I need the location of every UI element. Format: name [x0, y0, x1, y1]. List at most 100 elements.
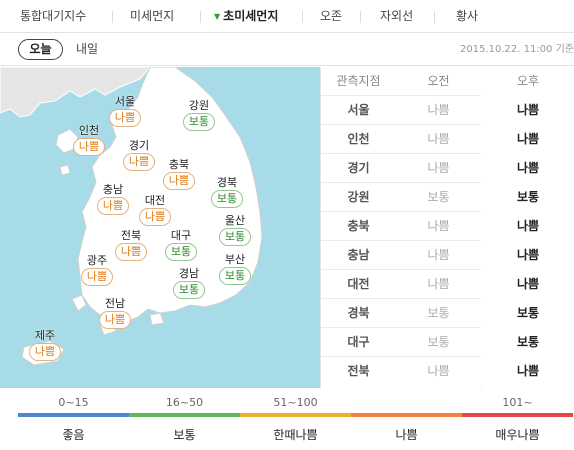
- status-badge: 보통: [172, 281, 206, 299]
- status-badge: 나쁨: [72, 138, 106, 156]
- timestamp: 2015.10.22. 11:00 기준: [459, 44, 574, 55]
- region-name: 부산: [224, 253, 246, 266]
- tab-ultrafine-dust[interactable]: ▼ 초미세먼지: [214, 0, 278, 33]
- legend-item-very-bad: 101~ 매우나쁨: [462, 395, 573, 443]
- legend-bar: [351, 413, 462, 417]
- status-badge: 나쁨: [114, 243, 148, 261]
- tomorrow-button[interactable]: 내일: [76, 42, 99, 56]
- table-header: 관측지점 오전 오후: [321, 67, 574, 96]
- tab-fine-dust[interactable]: 미세먼지: [130, 9, 175, 23]
- status-badge: 보통: [182, 113, 216, 131]
- legend-range: 0~15: [58, 396, 89, 409]
- tab-integrated-air-index[interactable]: 통합대기지수: [20, 9, 87, 23]
- legend-range: 51~100: [273, 396, 318, 409]
- morning-value: 보통: [427, 190, 450, 204]
- legend-bar: [462, 413, 573, 417]
- legend-bar: [18, 413, 129, 417]
- afternoon-value: 나쁨: [481, 212, 574, 241]
- status-badge: 보통: [218, 228, 252, 246]
- status-badge: 보통: [164, 243, 198, 261]
- korea-map: 서울 나쁨 강원 보통 인천 나쁨 경기 나쁨 충북 나쁨 충남 나쁨 경북 보…: [0, 67, 320, 388]
- morning-value: 나쁨: [427, 277, 450, 291]
- region-gwangju[interactable]: 광주 나쁨: [72, 254, 122, 286]
- legend-label: 한때나쁨: [273, 428, 318, 442]
- station-name: 충남: [347, 248, 370, 262]
- table-row: 경북 보통 보통: [321, 299, 574, 328]
- table-row: 대구 보통 보통: [321, 328, 574, 357]
- region-name: 경남: [178, 267, 200, 280]
- morning-value: 나쁨: [427, 132, 450, 146]
- morning-value: 보통: [427, 306, 450, 320]
- table-row: 충남 나쁨 나쁨: [321, 241, 574, 270]
- tab-ozone[interactable]: 오존: [320, 9, 343, 23]
- table-row: 전북 나쁨 나쁨: [321, 357, 574, 386]
- tab-separator: [200, 11, 201, 23]
- morning-value: 나쁨: [427, 219, 450, 233]
- legend-item-bad: 나쁨: [351, 395, 462, 443]
- region-incheon[interactable]: 인천 나쁨: [64, 124, 114, 156]
- afternoon-value: 보통: [481, 299, 574, 328]
- region-name: 전북: [120, 229, 142, 242]
- status-badge: 나쁨: [138, 208, 172, 226]
- status-badge: 나쁨: [96, 197, 130, 215]
- legend-item-good: 0~15 좋음: [18, 395, 129, 443]
- region-name: 광주: [86, 254, 108, 267]
- region-name: 경북: [216, 176, 238, 189]
- day-selector: 오늘 내일 2015.10.22. 11:00 기준: [0, 34, 574, 66]
- morning-value: 나쁨: [427, 248, 450, 262]
- region-name: 강원: [188, 99, 210, 112]
- region-ulsan[interactable]: 울산 보통: [210, 214, 260, 246]
- legend-item-sometimes-bad: 51~100 한때나쁨: [240, 395, 351, 443]
- tab-yellow-dust[interactable]: 황사: [456, 9, 479, 23]
- afternoon-value: 나쁨: [481, 241, 574, 270]
- region-busan[interactable]: 부산 보통: [210, 253, 260, 285]
- region-name: 인천: [78, 124, 100, 137]
- table-row: 경기 나쁨 나쁨: [321, 154, 574, 183]
- table-row: 대전 나쁨 나쁨: [321, 270, 574, 299]
- status-badge: 나쁨: [162, 172, 196, 190]
- top-navigation: 통합대기지수 미세먼지 ▼ 초미세먼지 오존 자외선 황사: [0, 0, 574, 33]
- region-jeonnam[interactable]: 전남 나쁨: [90, 297, 140, 329]
- region-chungnam[interactable]: 충남 나쁨: [88, 183, 138, 215]
- region-seoul[interactable]: 서울 나쁨: [100, 95, 150, 127]
- legend-label: 나쁨: [395, 428, 418, 442]
- afternoon-value: 나쁨: [481, 357, 574, 386]
- today-button[interactable]: 오늘: [18, 39, 63, 60]
- region-name: 경기: [128, 139, 150, 152]
- region-name: 충북: [168, 158, 190, 171]
- tab-ultrafine-dust-label: 초미세먼지: [223, 9, 279, 23]
- table-row: 서울 나쁨 나쁨: [321, 96, 574, 125]
- morning-value: 나쁨: [427, 161, 450, 175]
- status-badge: 나쁨: [122, 153, 156, 171]
- region-name: 충남: [102, 183, 124, 196]
- status-badge: 나쁨: [28, 343, 62, 361]
- station-name: 대전: [347, 277, 370, 291]
- region-gangwon[interactable]: 강원 보통: [174, 99, 224, 131]
- tab-separator: [360, 11, 361, 23]
- region-gyeongbuk[interactable]: 경북 보통: [202, 176, 252, 208]
- region-name: 대전: [144, 194, 166, 207]
- legend-label: 보통: [173, 428, 196, 442]
- region-gyeongnam[interactable]: 경남 보통: [164, 267, 214, 299]
- station-name: 경북: [347, 306, 370, 320]
- afternoon-value: 보통: [481, 183, 574, 212]
- region-name: 서울: [114, 95, 136, 108]
- region-name: 전남: [104, 297, 126, 310]
- region-name: 제주: [34, 329, 56, 342]
- region-jeju[interactable]: 제주 나쁨: [20, 329, 70, 361]
- region-daegu[interactable]: 대구 보통: [156, 229, 206, 261]
- afternoon-value: 나쁨: [481, 270, 574, 299]
- table-row: 충북 나쁨 나쁨: [321, 212, 574, 241]
- legend: 0~15 좋음 16~50 보통 51~100 한때나쁨 나쁨 101~ 매우나…: [18, 395, 574, 450]
- region-jeonbuk[interactable]: 전북 나쁨: [106, 229, 156, 261]
- header-afternoon: 오후: [481, 67, 574, 96]
- tab-separator: [302, 11, 303, 23]
- tab-uv[interactable]: 자외선: [380, 9, 414, 23]
- legend-bar: [240, 413, 351, 417]
- region-chungbuk[interactable]: 충북 나쁨: [154, 158, 204, 190]
- region-daejeon[interactable]: 대전 나쁨: [130, 194, 180, 226]
- region-gyeonggi[interactable]: 경기 나쁨: [114, 139, 164, 171]
- header-morning: 오전: [427, 74, 450, 88]
- legend-label: 매우나쁨: [495, 428, 540, 442]
- station-name: 충북: [347, 219, 370, 233]
